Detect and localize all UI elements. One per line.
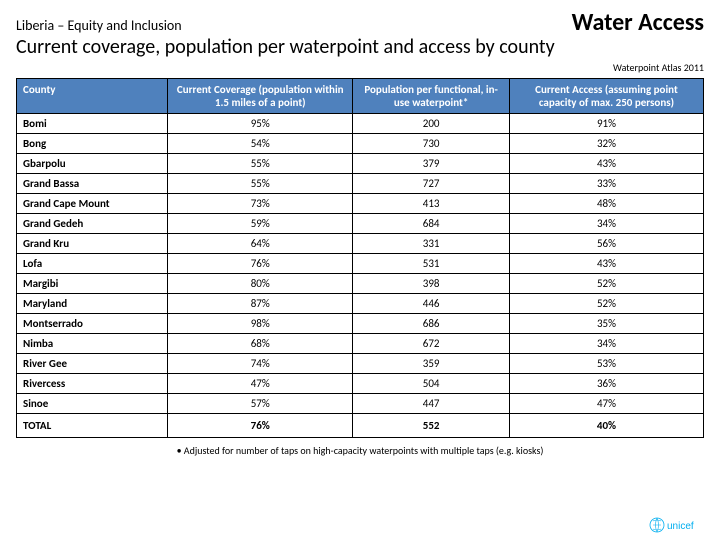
cell-coverage: 73% xyxy=(168,194,353,214)
table-row: Bong54%73032% xyxy=(17,134,704,154)
table-row: Grand Gedeh59%68434% xyxy=(17,214,704,234)
cell-county: Maryland xyxy=(17,294,168,314)
table-row: Grand Kru64%33156% xyxy=(17,234,704,254)
cell-coverage: 57% xyxy=(168,394,353,414)
cell-access: 53% xyxy=(509,354,703,374)
cell-county: Lofa xyxy=(17,254,168,274)
cell-access: 34% xyxy=(509,214,703,234)
table-row: Nimba68%67234% xyxy=(17,334,704,354)
cell-population: 379 xyxy=(353,154,510,174)
table-row: Maryland87%44652% xyxy=(17,294,704,314)
cell-population: 413 xyxy=(353,194,510,214)
cell-population: 730 xyxy=(353,134,510,154)
svg-text:unicef: unicef xyxy=(667,521,694,532)
cell-access: 91% xyxy=(509,114,703,134)
table-row: Gbarpolu55%37943% xyxy=(17,154,704,174)
cell-population: 200 xyxy=(353,114,510,134)
cell-county: Bong xyxy=(17,134,168,154)
cell-access: 40% xyxy=(509,414,703,438)
cell-access: 34% xyxy=(509,334,703,354)
col-population: Population per functional, in-use waterp… xyxy=(353,79,510,114)
page-title: Water Access xyxy=(572,8,704,37)
cell-county: TOTAL xyxy=(17,414,168,438)
cell-population: 447 xyxy=(353,394,510,414)
cell-population: 684 xyxy=(353,214,510,234)
cell-population: 504 xyxy=(353,374,510,394)
cell-coverage: 55% xyxy=(168,154,353,174)
cell-population: 686 xyxy=(353,314,510,334)
unicef-logo: unicef xyxy=(648,516,704,534)
breadcrumb: Liberia – Equity and Inclusion xyxy=(16,17,182,34)
cell-coverage: 64% xyxy=(168,234,353,254)
table-row: River Gee74%35953% xyxy=(17,354,704,374)
cell-population: 531 xyxy=(353,254,510,274)
cell-coverage: 76% xyxy=(168,254,353,274)
cell-access: 35% xyxy=(509,314,703,334)
cell-access: 43% xyxy=(509,254,703,274)
cell-population: 552 xyxy=(353,414,510,438)
table-row: Grand Cape Mount73%41348% xyxy=(17,194,704,214)
cell-access: 32% xyxy=(509,134,703,154)
cell-coverage: 95% xyxy=(168,114,353,134)
cell-access: 47% xyxy=(509,394,703,414)
cell-population: 446 xyxy=(353,294,510,314)
cell-population: 672 xyxy=(353,334,510,354)
cell-coverage: 59% xyxy=(168,214,353,234)
cell-access: 33% xyxy=(509,174,703,194)
cell-population: 398 xyxy=(353,274,510,294)
cell-population: 359 xyxy=(353,354,510,374)
cell-access: 48% xyxy=(509,194,703,214)
cell-county: Rivercess xyxy=(17,374,168,394)
cell-coverage: 98% xyxy=(168,314,353,334)
col-access: Current Access (assuming point capacity … xyxy=(509,79,703,114)
cell-county: Gbarpolu xyxy=(17,154,168,174)
cell-coverage: 76% xyxy=(168,414,353,438)
cell-county: River Gee xyxy=(17,354,168,374)
cell-coverage: 80% xyxy=(168,274,353,294)
cell-county: Nimba xyxy=(17,334,168,354)
table-row: Sinoe57%44747% xyxy=(17,394,704,414)
table-row: Rivercess47%50436% xyxy=(17,374,704,394)
table-row: Grand Bassa55%72733% xyxy=(17,174,704,194)
page-subtitle: Current coverage, population per waterpo… xyxy=(16,35,704,59)
cell-county: Grand Cape Mount xyxy=(17,194,168,214)
cell-access: 43% xyxy=(509,154,703,174)
cell-access: 52% xyxy=(509,274,703,294)
cell-coverage: 54% xyxy=(168,134,353,154)
source-label: Waterpoint Atlas 2011 xyxy=(16,61,704,74)
cell-population: 727 xyxy=(353,174,510,194)
cell-county: Sinoe xyxy=(17,394,168,414)
data-table: County Current Coverage (population with… xyxy=(16,78,704,438)
table-row-total: TOTAL76%55240% xyxy=(17,414,704,438)
cell-access: 36% xyxy=(509,374,703,394)
cell-county: Montserrado xyxy=(17,314,168,334)
cell-county: Margibi xyxy=(17,274,168,294)
cell-coverage: 87% xyxy=(168,294,353,314)
cell-county: Grand Gedeh xyxy=(17,214,168,234)
cell-county: Bomi xyxy=(17,114,168,134)
cell-county: Grand Bassa xyxy=(17,174,168,194)
table-row: Lofa76%53143% xyxy=(17,254,704,274)
cell-access: 52% xyxy=(509,294,703,314)
cell-coverage: 47% xyxy=(168,374,353,394)
cell-coverage: 55% xyxy=(168,174,353,194)
footnote: • Adjusted for number of taps on high-ca… xyxy=(16,444,704,457)
cell-coverage: 74% xyxy=(168,354,353,374)
cell-county: Grand Kru xyxy=(17,234,168,254)
col-county: County xyxy=(17,79,168,114)
table-row: Margibi80%39852% xyxy=(17,274,704,294)
cell-population: 331 xyxy=(353,234,510,254)
cell-access: 56% xyxy=(509,234,703,254)
table-row: Bomi95%20091% xyxy=(17,114,704,134)
cell-coverage: 68% xyxy=(168,334,353,354)
col-coverage: Current Coverage (population within 1.5 … xyxy=(168,79,353,114)
table-row: Montserrado98%68635% xyxy=(17,314,704,334)
